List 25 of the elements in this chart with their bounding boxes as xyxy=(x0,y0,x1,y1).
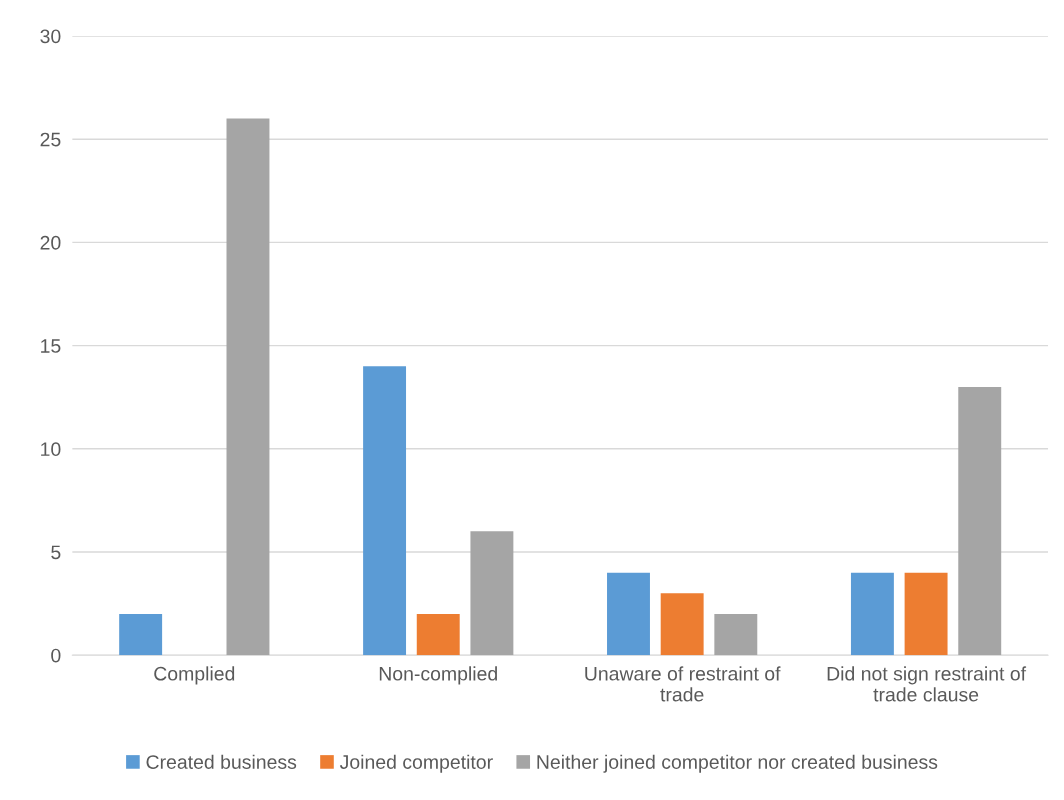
y-tick-label: 5 xyxy=(51,545,61,560)
x-tick-label: Did not sign restraint of trade clause xyxy=(827,666,1027,702)
x-tick-label: Unaware of restraint of trade xyxy=(585,666,781,702)
bar xyxy=(958,386,1002,656)
bar xyxy=(607,572,650,656)
x-tick-label: Non-complied xyxy=(379,666,497,685)
bar xyxy=(416,613,460,656)
x-tick-label: Complied xyxy=(154,666,235,685)
bar xyxy=(660,593,704,656)
y-tick-label: 15 xyxy=(41,339,61,353)
y-tick-label: 30 xyxy=(40,29,61,44)
y-tick-label: 20 xyxy=(40,235,61,250)
bar xyxy=(470,531,514,656)
bar xyxy=(119,613,163,656)
y-tick-label: 0 xyxy=(51,648,61,663)
bar xyxy=(226,118,270,656)
bar xyxy=(904,572,948,656)
bar xyxy=(850,572,894,656)
bar xyxy=(714,613,758,656)
y-tick-label: 10 xyxy=(41,442,61,457)
y-tick-label: 25 xyxy=(40,132,61,147)
legend-label: Created business xyxy=(146,754,297,769)
bar xyxy=(363,366,407,656)
legend-label: Neither joined competitor nor created business xyxy=(537,754,938,773)
legend-label: Joined competitor xyxy=(339,754,493,773)
